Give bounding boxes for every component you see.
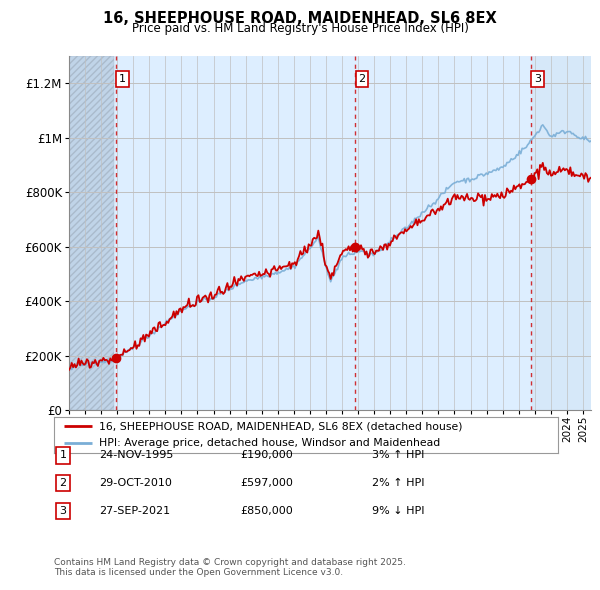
Text: 3% ↑ HPI: 3% ↑ HPI bbox=[372, 451, 424, 460]
Text: Contains HM Land Registry data © Crown copyright and database right 2025.
This d: Contains HM Land Registry data © Crown c… bbox=[54, 558, 406, 577]
Text: 29-OCT-2010: 29-OCT-2010 bbox=[99, 478, 172, 488]
Text: 2% ↑ HPI: 2% ↑ HPI bbox=[372, 478, 425, 488]
Text: HPI: Average price, detached house, Windsor and Maidenhead: HPI: Average price, detached house, Wind… bbox=[100, 438, 440, 448]
Text: £850,000: £850,000 bbox=[240, 506, 293, 516]
Text: 27-SEP-2021: 27-SEP-2021 bbox=[99, 506, 170, 516]
Text: 9% ↓ HPI: 9% ↓ HPI bbox=[372, 506, 425, 516]
Text: 3: 3 bbox=[534, 74, 541, 84]
Text: £597,000: £597,000 bbox=[240, 478, 293, 488]
Text: 16, SHEEPHOUSE ROAD, MAIDENHEAD, SL6 8EX: 16, SHEEPHOUSE ROAD, MAIDENHEAD, SL6 8EX bbox=[103, 11, 497, 25]
Text: 1: 1 bbox=[59, 451, 67, 460]
Text: 2: 2 bbox=[359, 74, 366, 84]
Text: Price paid vs. HM Land Registry's House Price Index (HPI): Price paid vs. HM Land Registry's House … bbox=[131, 22, 469, 35]
Text: £190,000: £190,000 bbox=[240, 451, 293, 460]
Text: 24-NOV-1995: 24-NOV-1995 bbox=[99, 451, 173, 460]
Text: 2: 2 bbox=[59, 478, 67, 488]
Text: 3: 3 bbox=[59, 506, 67, 516]
Text: 1: 1 bbox=[119, 74, 126, 84]
Text: 16, SHEEPHOUSE ROAD, MAIDENHEAD, SL6 8EX (detached house): 16, SHEEPHOUSE ROAD, MAIDENHEAD, SL6 8EX… bbox=[100, 421, 463, 431]
